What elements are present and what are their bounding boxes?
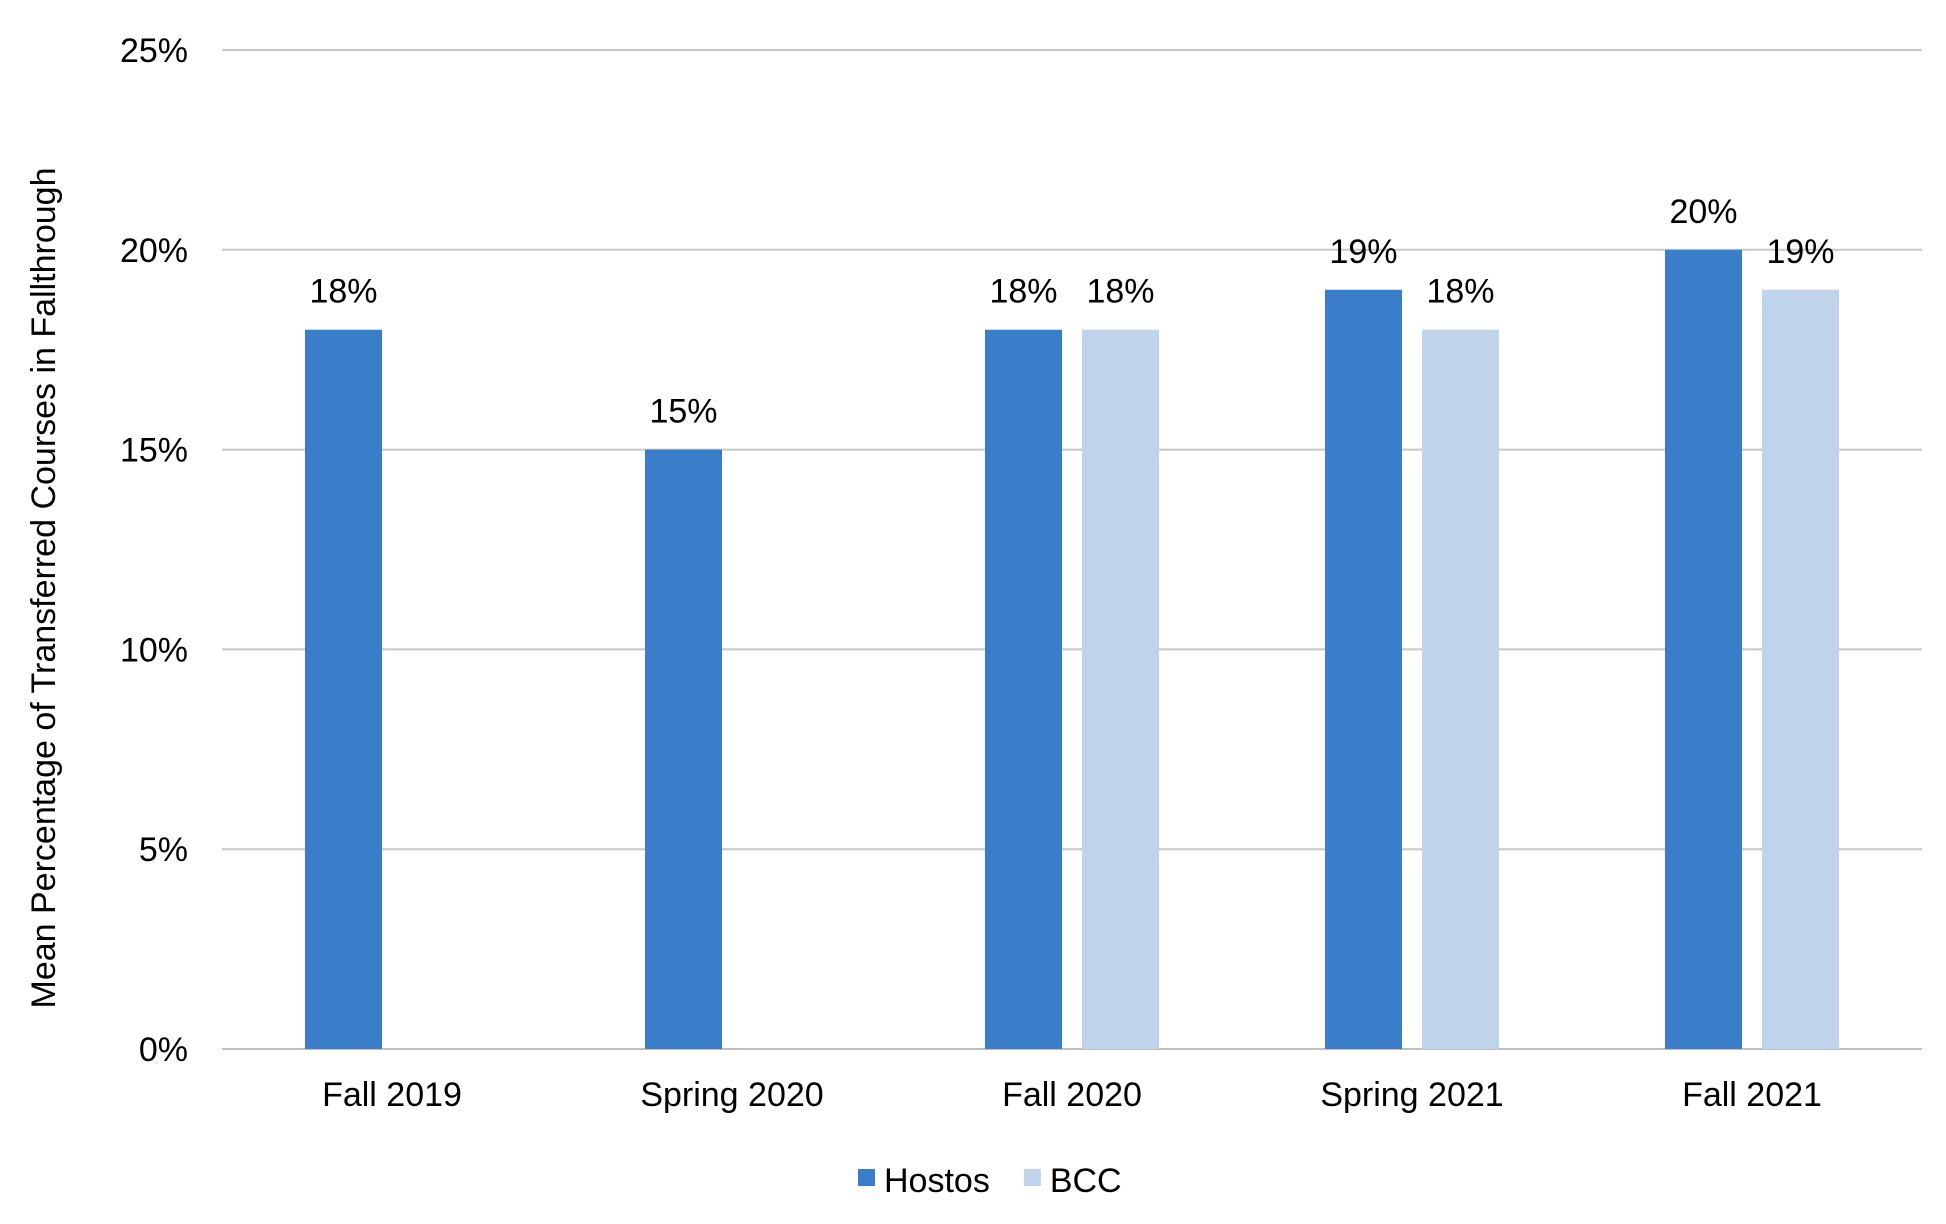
bar-hostos-fall-2021: [1665, 249, 1742, 1050]
y-tick-label: 25%: [120, 32, 188, 70]
data-label: 19%: [1766, 233, 1834, 271]
x-category-label: Spring 2020: [640, 1076, 823, 1114]
y-tick-label: 0%: [139, 1031, 188, 1069]
y-tick-label: 10%: [120, 631, 188, 669]
x-category-label: Fall 2021: [1682, 1076, 1822, 1114]
bar-hostos-spring-2020: [645, 449, 722, 1050]
y-axis-tick-labels: 0% 5% 10% 15% 20% 25%: [120, 32, 188, 1069]
data-label: 18%: [989, 273, 1057, 311]
data-labels: 18% 15% 18% 18% 19% 18% 20% 19%: [309, 193, 1834, 431]
y-tick-label: 5%: [139, 831, 188, 869]
data-label: 20%: [1669, 193, 1737, 231]
bar-bcc-fall-2021: [1762, 289, 1839, 1049]
data-label: 19%: [1329, 233, 1397, 271]
legend-swatch-hostos: [858, 1169, 875, 1186]
data-label: 15%: [649, 393, 717, 431]
bar-hostos-fall-2019: [305, 329, 382, 1050]
y-tick-label: 20%: [120, 232, 188, 270]
y-axis-title: Mean Percentage of Transferred Courses i…: [25, 167, 63, 1008]
legend-label-hostos: Hostos: [884, 1162, 990, 1200]
bar-hostos-spring-2021: [1325, 289, 1402, 1049]
x-category-label: Fall 2020: [1002, 1076, 1142, 1114]
x-category-label: Spring 2021: [1320, 1076, 1503, 1114]
category-labels: Fall 2019 Spring 2020 Fall 2020 Spring 2021…: [322, 1076, 1822, 1114]
data-label: 18%: [309, 273, 377, 311]
data-label: 18%: [1086, 273, 1154, 311]
legend: Hostos BCC: [858, 1162, 1122, 1200]
y-tick-label: 15%: [120, 432, 188, 470]
bar-hostos-fall-2020: [985, 329, 1062, 1050]
data-label: 18%: [1426, 273, 1494, 311]
legend-label-bcc: BCC: [1050, 1162, 1122, 1200]
gridlines: [222, 49, 1922, 1050]
legend-swatch-bcc: [1023, 1169, 1041, 1186]
bar-bcc-fall-2020: [1082, 329, 1159, 1050]
x-category-label: Fall 2019: [322, 1076, 462, 1114]
bar-bcc-spring-2021: [1422, 329, 1499, 1050]
bars: [305, 249, 1839, 1050]
